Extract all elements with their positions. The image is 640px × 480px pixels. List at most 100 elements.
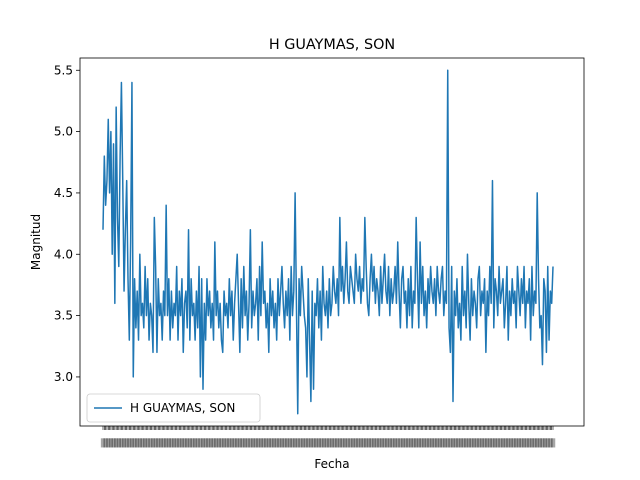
x-tick-label: ▮ bbox=[208, 435, 215, 449]
x-tick-label: ▮ bbox=[352, 435, 359, 449]
x-tick-label: ▮ bbox=[458, 435, 465, 449]
x-tick-label: ▮ bbox=[229, 435, 236, 449]
x-tick-label: ▮ bbox=[139, 435, 146, 449]
x-tick-label: ▮ bbox=[171, 435, 178, 449]
x-tick-label: ▮ bbox=[529, 435, 536, 449]
x-tick-label: ▮ bbox=[281, 435, 288, 449]
x-tick-label: ▮ bbox=[323, 435, 330, 449]
x-tick-label: ▮ bbox=[300, 435, 307, 449]
x-tick-label: ▮ bbox=[158, 435, 165, 449]
x-tick-label: ▮ bbox=[110, 435, 117, 449]
x-tick-label: ▮ bbox=[437, 435, 444, 449]
x-tick-label: ▮ bbox=[387, 435, 394, 449]
x-tick-label: ▮ bbox=[402, 435, 409, 449]
x-tick-label: ▮ bbox=[100, 435, 107, 449]
x-tick-label: ▮ bbox=[160, 435, 167, 449]
x-tick-label: ▮ bbox=[237, 435, 244, 449]
x-tick-label: ▮ bbox=[494, 435, 501, 449]
x-tick-label: ▮ bbox=[508, 435, 515, 449]
x-tick-label: ▮ bbox=[226, 435, 233, 449]
x-tick-label: ▮ bbox=[421, 435, 428, 449]
x-tick-label: ▮ bbox=[247, 435, 254, 449]
x-tick-label: ▮ bbox=[250, 435, 257, 449]
x-tick-label: ▮ bbox=[284, 435, 291, 449]
x-tick-label: ▮ bbox=[487, 435, 494, 449]
x-tick-label: ▮ bbox=[194, 435, 201, 449]
x-tick-label: ▮ bbox=[523, 435, 530, 449]
x-tick-label: ▮ bbox=[400, 435, 407, 449]
x-tick-label: ▮ bbox=[273, 435, 280, 449]
x-tick-label: ▮ bbox=[294, 435, 301, 449]
legend-entry-h-guaymas: H GUAYMAS, SON bbox=[130, 401, 235, 415]
x-tick-label: ▮ bbox=[444, 435, 451, 449]
x-tick-label: ▮ bbox=[123, 435, 130, 449]
x-tick-label: ▮ bbox=[331, 435, 338, 449]
x-tick-label: ▮ bbox=[537, 435, 544, 449]
x-tick-label: ▮ bbox=[271, 435, 278, 449]
x-tick-label: ▮ bbox=[297, 435, 304, 449]
x-tick-label: ▮ bbox=[471, 435, 478, 449]
x-tick-label: ▮ bbox=[542, 435, 549, 449]
x-tick-label: ▮ bbox=[137, 435, 144, 449]
y-axis-ticks: 3.0 3.5 4.0 4.5 5.0 5.5 bbox=[54, 63, 80, 384]
x-tick-label: ▮ bbox=[144, 435, 151, 449]
x-tick-label: ▮ bbox=[181, 435, 188, 449]
x-tick-label: ▮ bbox=[213, 435, 220, 449]
x-tick-label: ▮ bbox=[510, 435, 517, 449]
x-tick-label: ▮ bbox=[131, 435, 138, 449]
x-tick-label: ▮ bbox=[292, 435, 299, 449]
x-tick-label: ▮ bbox=[339, 435, 346, 449]
x-tick-label: ▮ bbox=[163, 435, 170, 449]
x-tick-label: ▮ bbox=[263, 435, 270, 449]
x-tick-label: ▮ bbox=[189, 435, 196, 449]
x-tick-label: ▮ bbox=[450, 435, 457, 449]
x-tick-label: ▮ bbox=[423, 435, 430, 449]
series-line-h-guaymas bbox=[102, 69, 554, 415]
y-tick-label: 5.5 bbox=[54, 63, 73, 77]
x-tick-label: ▮ bbox=[192, 435, 199, 449]
x-tick-label: ▮ bbox=[242, 435, 249, 449]
x-tick-label: ▮ bbox=[418, 435, 425, 449]
x-tick-label: ▮ bbox=[468, 435, 475, 449]
x-tick-label: ▮ bbox=[310, 435, 317, 449]
x-tick-label: ▮ bbox=[118, 435, 125, 449]
x-tick-label: ▮ bbox=[260, 435, 267, 449]
x-tick-label: ▮ bbox=[265, 435, 272, 449]
x-tick-label: ▮ bbox=[405, 435, 412, 449]
x-tick-label: ▮ bbox=[202, 435, 209, 449]
x-tick-label: ▮ bbox=[531, 435, 538, 449]
x-tick-label: ▮ bbox=[321, 435, 328, 449]
x-tick-label: ▮ bbox=[126, 435, 133, 449]
x-tick-label: ▮ bbox=[115, 435, 122, 449]
x-tick-label: ▮ bbox=[431, 435, 438, 449]
x-tick-label: ▮ bbox=[197, 435, 204, 449]
x-tick-label: ▮ bbox=[413, 435, 420, 449]
x-tick-label: ▮ bbox=[255, 435, 262, 449]
x-tick-label: ▮ bbox=[381, 435, 388, 449]
x-tick-label: ▮ bbox=[318, 435, 325, 449]
x-tick-label: ▮ bbox=[515, 435, 522, 449]
x-tick-label: ▮ bbox=[410, 435, 417, 449]
x-tick-label: ▮ bbox=[147, 435, 154, 449]
x-tick-label: ▮ bbox=[134, 435, 141, 449]
x-tick-label: ▮ bbox=[442, 435, 449, 449]
x-tick-label: ▮ bbox=[342, 435, 349, 449]
x-tick-label: ▮ bbox=[455, 435, 462, 449]
x-tick-label: ▮ bbox=[223, 435, 230, 449]
y-tick-label: 3.5 bbox=[54, 309, 73, 323]
x-tick-label: ▮ bbox=[239, 435, 246, 449]
x-tick-label: ▮ bbox=[439, 435, 446, 449]
y-tick-label: 4.5 bbox=[54, 186, 73, 200]
x-tick-label: ▮ bbox=[168, 435, 175, 449]
x-tick-label: ▮ bbox=[329, 435, 336, 449]
x-tick-label: ▮ bbox=[500, 435, 507, 449]
x-tick-label: ▮ bbox=[205, 435, 212, 449]
x-tick-label: ▮ bbox=[184, 435, 191, 449]
x-tick-label: ▮ bbox=[513, 435, 520, 449]
x-tick-label: ▮ bbox=[484, 435, 491, 449]
x-tick-label: ▮ bbox=[347, 435, 354, 449]
x-tick-label: ▮ bbox=[479, 435, 486, 449]
x-tick-label: ▮ bbox=[173, 435, 180, 449]
x-tick-label: ▮ bbox=[392, 435, 399, 449]
